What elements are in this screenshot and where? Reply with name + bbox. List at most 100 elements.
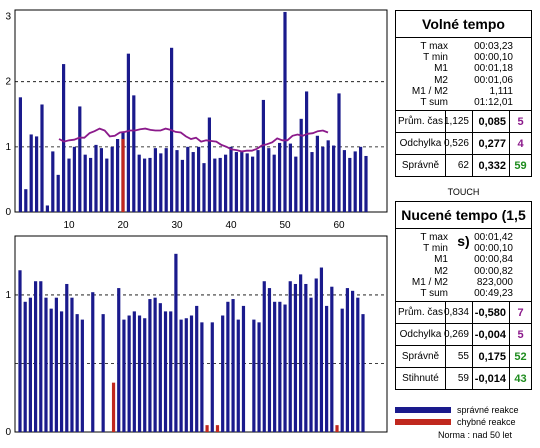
bar-correct <box>56 174 60 212</box>
top-chart: 0 1 2 3 10 20 30 40 50 60 <box>5 9 388 231</box>
bar-correct <box>169 311 173 432</box>
bar-correct <box>186 146 190 212</box>
bar-correct <box>78 106 82 212</box>
legend-item-correct: správné reakce <box>395 404 535 416</box>
metric-grade: 59 <box>514 159 527 172</box>
bar-correct <box>207 117 211 212</box>
bar-correct <box>256 150 260 212</box>
stat-value: 00:00,10 <box>474 52 513 64</box>
stat-row: M1 00:01,18 <box>396 63 531 74</box>
bar-correct <box>234 152 238 212</box>
bar-correct <box>72 146 76 212</box>
stat-row: M1 00:00,84 <box>396 254 531 265</box>
stat-value: 00:01,06 <box>474 74 513 86</box>
bar-correct <box>101 314 105 432</box>
stat-value: 00:49,23 <box>474 288 513 300</box>
bar-correct <box>175 150 179 212</box>
bar-correct <box>91 292 95 432</box>
bar-correct <box>59 311 64 432</box>
bar-correct <box>174 253 178 432</box>
bar-correct <box>236 319 240 432</box>
bar-correct <box>29 134 33 212</box>
bar-correct <box>342 150 346 212</box>
bar-wrong <box>111 382 116 432</box>
bar-correct <box>75 314 79 432</box>
x-tick-label: 60 <box>333 220 345 231</box>
bottom-chart: 01 <box>5 235 388 438</box>
bar-correct <box>353 151 357 212</box>
bar-correct <box>51 151 55 212</box>
bar-correct <box>299 274 303 432</box>
norma-label: Norma : nad 50 let <box>437 430 513 440</box>
free-tempo-panel: Volné tempo T max 00:03,23 T min 00:00,10 … <box>395 10 532 178</box>
bar-correct <box>288 281 292 432</box>
metric-value: 62 <box>446 155 473 177</box>
bar-correct <box>359 146 363 212</box>
bar-correct <box>180 159 184 212</box>
bar-correct <box>245 153 249 212</box>
bar-wrong <box>335 425 339 432</box>
stat-row: M1 / M2 1,111 <box>396 86 531 97</box>
bar-correct <box>229 146 233 212</box>
bar-correct <box>33 281 38 432</box>
bar-correct <box>340 308 344 432</box>
stat-key: T sum <box>420 97 448 109</box>
metric-label: Správně <box>396 346 446 368</box>
bar-correct <box>197 146 201 212</box>
metric-score: 0,277 <box>473 133 510 155</box>
bar-correct <box>321 146 325 212</box>
legend-swatch-correct <box>395 407 451 413</box>
stat-key: T min <box>423 243 448 255</box>
free-tempo-title: Volné tempo <box>396 11 531 38</box>
legend-label-wrong: chybné reakce <box>457 417 516 427</box>
metric-label: Prům. čas <box>396 302 446 324</box>
bar-correct <box>159 153 163 212</box>
metric-grade: 52 <box>514 350 527 363</box>
bar-wrong <box>205 425 209 432</box>
stat-key: M1 <box>434 254 448 266</box>
metric-row: Odchylka 0,526 0,277 4 <box>396 133 531 156</box>
y-tick-label: 3 <box>5 12 11 23</box>
bar-correct <box>189 315 194 432</box>
bar-correct <box>210 322 214 432</box>
bar-correct <box>325 305 329 432</box>
bar-correct <box>89 157 93 212</box>
metric-score: 0,332 <box>473 155 510 177</box>
bar-correct <box>294 156 298 212</box>
bar-correct <box>80 319 84 432</box>
bar-correct <box>35 136 39 212</box>
bar-correct <box>94 144 98 212</box>
x-tick-label: 50 <box>279 220 291 231</box>
metric-label: Stihnuté <box>396 368 446 390</box>
metric-row: Prům. čas 0,834 -0,580 7 <box>396 302 531 325</box>
stat-key: T sum <box>420 288 448 300</box>
bar-correct <box>117 288 121 432</box>
x-tick-label: 10 <box>63 220 75 231</box>
bar-correct <box>67 158 71 212</box>
bar-correct <box>218 157 222 212</box>
stat-value: 1,111 <box>489 85 513 97</box>
bar-correct <box>283 11 287 213</box>
bar-correct <box>62 64 66 213</box>
stat-key: M1 / M2 <box>411 85 448 97</box>
metric-row: Správně 55 0,175 52 <box>396 346 531 369</box>
bar-correct <box>83 154 87 212</box>
metric-score: -0,004 <box>473 324 510 346</box>
bar-correct <box>310 152 314 212</box>
bar-correct <box>184 318 188 432</box>
bar-correct <box>39 281 43 432</box>
bar-correct <box>24 189 28 212</box>
bar-correct <box>153 148 157 212</box>
bar-correct <box>153 297 157 432</box>
bar-correct <box>70 297 74 432</box>
metric-row: Odchylka 0,269 -0,004 5 <box>396 324 531 347</box>
bar-correct <box>337 93 341 212</box>
metric-grade: 7 <box>517 306 524 319</box>
bar-wrong <box>121 139 125 212</box>
bar-correct <box>226 301 230 432</box>
bar-correct <box>240 152 244 212</box>
stat-key: T max <box>420 232 448 243</box>
bar-correct <box>293 283 298 432</box>
bar-correct <box>304 283 308 432</box>
metric-value: 1,125 <box>444 111 473 133</box>
